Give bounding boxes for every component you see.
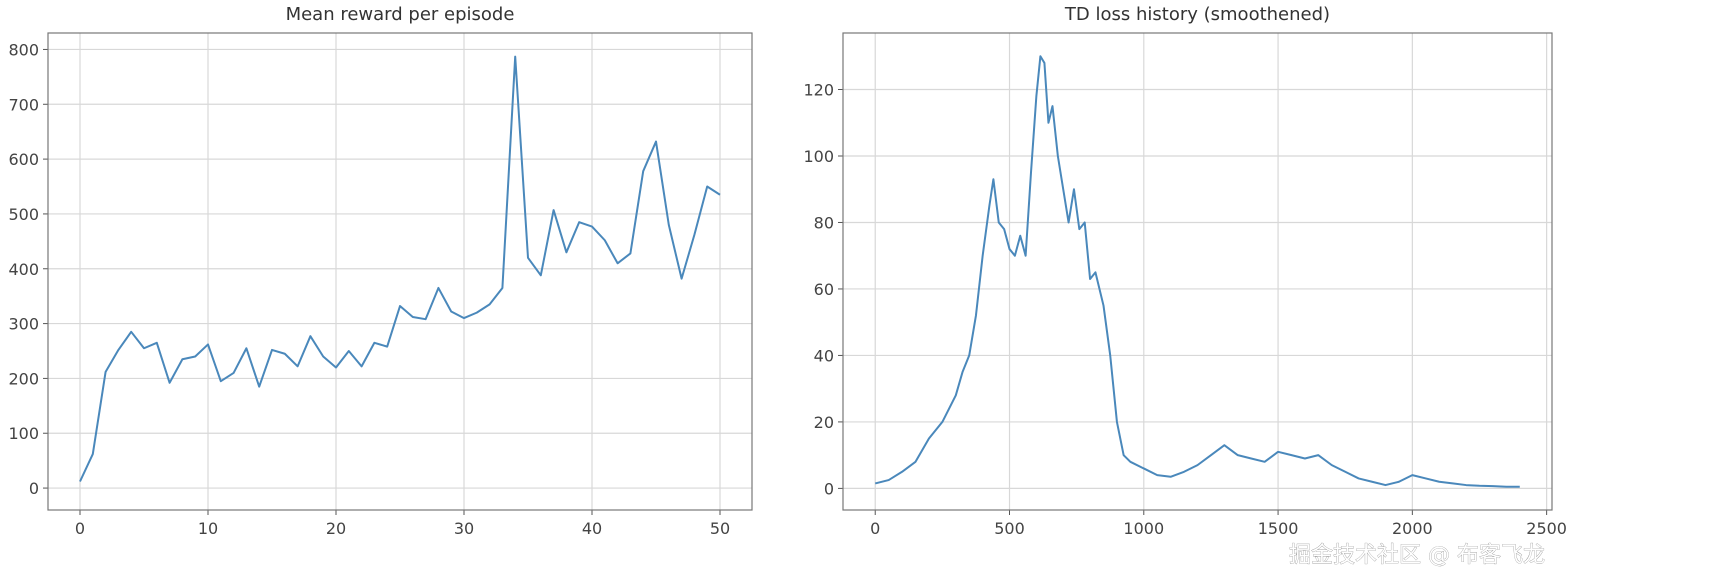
y-tick-label: 80 xyxy=(814,213,834,232)
plot-frame xyxy=(47,32,753,511)
x-tick-label: 500 xyxy=(994,519,1025,538)
x-tick-label: 2000 xyxy=(1392,519,1433,538)
x-tick-label: 10 xyxy=(198,519,218,538)
y-tick-label: 0 xyxy=(824,479,834,498)
chart-title: Mean reward per episode xyxy=(286,4,515,25)
watermark: 掘金技术社区 @ 布客飞龙 xyxy=(1289,543,1545,568)
x-tick-label: 50 xyxy=(710,519,730,538)
data-line xyxy=(874,55,1520,488)
y-tick-label: 40 xyxy=(814,346,834,365)
y-tick-label: 100 xyxy=(8,424,39,443)
plot-frame xyxy=(842,32,1553,511)
y-tick-label: 60 xyxy=(814,280,834,299)
y-tick-label: 200 xyxy=(8,369,39,388)
x-tick-label: 0 xyxy=(870,519,880,538)
x-tick-label: 30 xyxy=(454,519,474,538)
y-tick-label: 120 xyxy=(803,81,834,100)
x-tick-label: 0 xyxy=(75,519,85,538)
x-tick-label: 1500 xyxy=(1258,519,1299,538)
x-tick-label: 20 xyxy=(326,519,346,538)
y-tick-label: 400 xyxy=(8,260,39,279)
y-tick-label: 0 xyxy=(29,479,39,498)
y-tick-label: 800 xyxy=(8,40,39,59)
y-tick-label: 500 xyxy=(8,205,39,224)
x-tick-label: 1000 xyxy=(1123,519,1164,538)
data-line xyxy=(79,55,721,482)
y-tick-label: 20 xyxy=(814,413,834,432)
y-tick-label: 300 xyxy=(8,315,39,334)
y-tick-label: 700 xyxy=(8,95,39,114)
chart-title: TD loss history (smoothened) xyxy=(1064,4,1330,25)
x-tick-label: 2500 xyxy=(1526,519,1567,538)
y-tick-label: 100 xyxy=(803,147,834,166)
y-tick-label: 600 xyxy=(8,150,39,169)
x-tick-label: 40 xyxy=(582,519,602,538)
